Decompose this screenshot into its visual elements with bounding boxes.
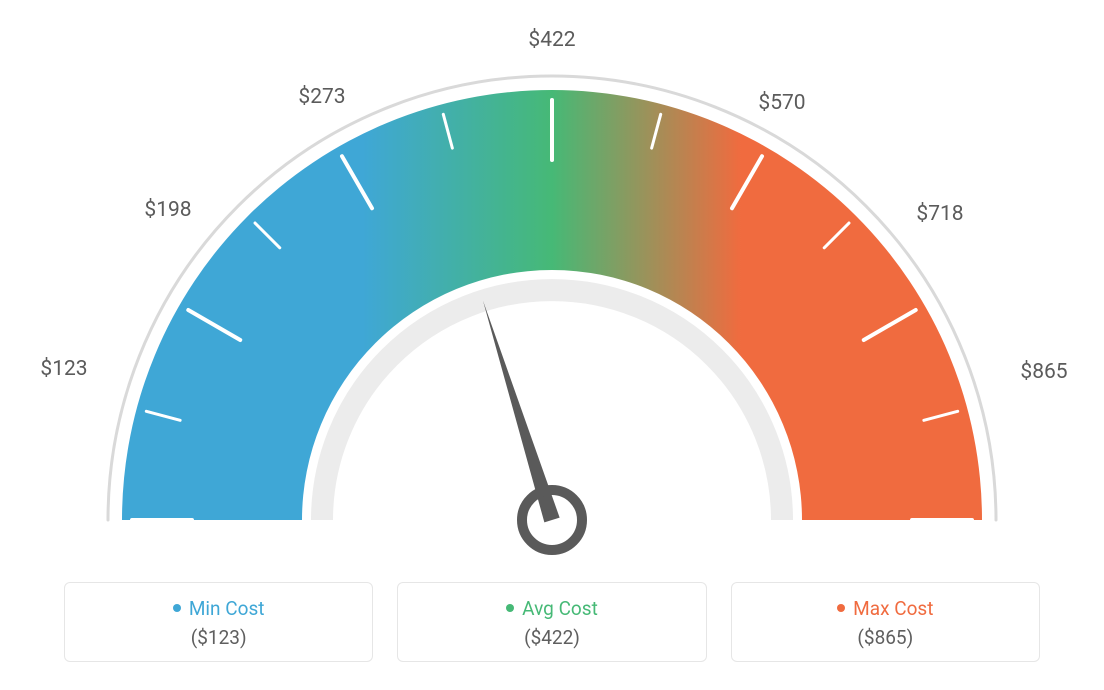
legend-card-avg: Avg Cost ($422) <box>397 582 706 662</box>
legend-value-max: ($865) <box>742 626 1029 649</box>
gauge-tick-label: $198 <box>144 198 191 222</box>
legend-label-max-text: Max Cost <box>853 597 933 620</box>
gauge-tick-label: $718 <box>916 202 963 226</box>
dot-max-icon <box>837 604 845 612</box>
gauge-tick-label: $422 <box>528 28 575 52</box>
gauge-chart: $123 $198 $273 $422 $570 $718 $865 <box>0 0 1104 570</box>
legend-label-min-text: Min Cost <box>189 597 265 620</box>
legend-label-avg-text: Avg Cost <box>522 597 598 620</box>
legend-label-max: Max Cost <box>742 597 1029 620</box>
legend-value-min: ($123) <box>75 626 362 649</box>
legend-label-avg: Avg Cost <box>408 597 695 620</box>
gauge-svg <box>0 0 1104 570</box>
dot-min-icon <box>173 604 181 612</box>
legend-value-avg: ($422) <box>408 626 695 649</box>
legend-card-min: Min Cost ($123) <box>64 582 373 662</box>
gauge-tick-label: $273 <box>298 85 345 109</box>
gauge-tick-label: $865 <box>1020 360 1067 384</box>
legend-label-min: Min Cost <box>75 597 362 620</box>
dot-avg-icon <box>506 604 514 612</box>
gauge-tick-label: $123 <box>40 357 87 381</box>
gauge-tick-label: $570 <box>758 91 805 115</box>
legend-row: Min Cost ($123) Avg Cost ($422) Max Cost… <box>0 582 1104 662</box>
legend-card-max: Max Cost ($865) <box>731 582 1040 662</box>
